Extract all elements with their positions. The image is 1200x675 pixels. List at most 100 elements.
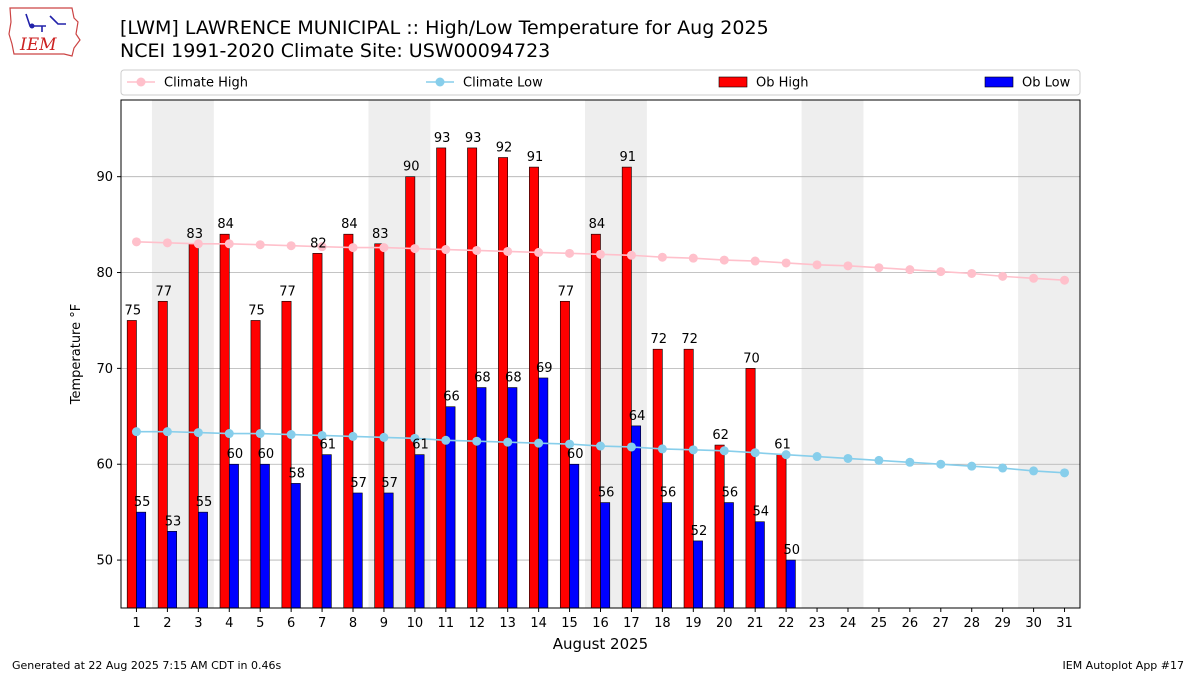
- ob-high-label-day-6: 77: [279, 284, 296, 299]
- ob-high-bar-day-18: [652, 348, 663, 609]
- ob-high-label-day-15: 77: [558, 284, 575, 299]
- x-tick-label-19: 19: [685, 616, 702, 631]
- ob-high-label-day-8: 84: [341, 217, 358, 232]
- climate-high-point-day-30: [1029, 273, 1039, 283]
- ob-high-bar-day-11: [436, 147, 447, 609]
- climate-low-point-day-19: [688, 445, 698, 455]
- ob-high-label-day-5: 75: [248, 303, 265, 318]
- ob-high-bar-day-5: [250, 320, 261, 609]
- ob-high-label-day-3: 83: [186, 227, 203, 242]
- x-tick-label-15: 15: [561, 616, 578, 631]
- climate-low-point-day-29: [998, 463, 1008, 473]
- climate-high-point-day-8: [348, 243, 358, 253]
- x-tick-label-6: 6: [287, 616, 295, 631]
- climate-high-point-day-28: [967, 268, 977, 278]
- legend-ob-high-swatch: [718, 76, 748, 88]
- ob-low-bar-day-14: [538, 377, 549, 609]
- ob-low-bar-day-16: [600, 502, 611, 609]
- legend-ob-low-label: Ob Low: [1022, 76, 1071, 91]
- ob-high-label-day-7: 82: [310, 236, 327, 251]
- ob-high-bar-day-21: [745, 368, 756, 609]
- ob-high-bar-day-10: [405, 176, 416, 609]
- legend-climate-high-label: Climate High: [164, 76, 248, 91]
- ob-low-label-day-22: 50: [783, 543, 800, 558]
- climate-high-point-day-13: [503, 246, 513, 256]
- x-tick-label-16: 16: [592, 616, 609, 631]
- ob-high-bar-day-19: [683, 348, 694, 609]
- climate-high-point-day-19: [688, 253, 698, 263]
- climate-high-point-day-7: [317, 242, 327, 252]
- legend-box: [120, 69, 1081, 96]
- climate-low-point-day-21: [750, 448, 760, 458]
- x-tick-label-28: 28: [963, 616, 980, 631]
- climate-low-point-day-7: [317, 430, 327, 440]
- climate-low-point-day-2: [162, 427, 172, 437]
- ob-low-bar-day-20: [723, 502, 734, 609]
- climate-high-point-day-2: [162, 238, 172, 248]
- climate-low-point-day-5: [255, 429, 265, 439]
- ob-low-bar-day-1: [136, 511, 147, 609]
- ob-high-label-day-10: 90: [403, 160, 420, 175]
- climate-low-point-day-30: [1029, 466, 1039, 476]
- ob-high-label-day-14: 91: [527, 150, 544, 165]
- ob-low-bar-day-10: [414, 454, 425, 609]
- climate-low-point-day-17: [626, 442, 636, 452]
- x-tick-label-23: 23: [809, 616, 826, 631]
- climate-high-point-day-17: [626, 250, 636, 260]
- ob-high-bar-day-20: [714, 444, 725, 609]
- climate-high-point-day-29: [998, 271, 1008, 281]
- climate-low-point-day-28: [967, 461, 977, 471]
- chart-subtitle: NCEI 1991-2020 Climate Site: USW00094723: [120, 40, 551, 62]
- x-tick-label-4: 4: [225, 616, 233, 631]
- x-tick-label-13: 13: [499, 616, 516, 631]
- climate-low-point-day-20: [719, 446, 729, 456]
- x-tick-label-29: 29: [994, 616, 1011, 631]
- ob-low-label-day-7: 61: [319, 438, 336, 453]
- ob-low-label-day-12: 68: [474, 371, 491, 386]
- climate-high-point-day-25: [874, 263, 884, 273]
- generated-timestamp: Generated at 22 Aug 2025 7:15 AM CDT in …: [12, 659, 282, 672]
- ob-low-label-day-14: 69: [536, 361, 553, 376]
- x-tick-label-27: 27: [933, 616, 950, 631]
- ob-low-bar-day-22: [785, 559, 796, 609]
- legend-ob-low-swatch: [984, 76, 1014, 88]
- ob-high-label-day-4: 84: [217, 217, 234, 232]
- climate-low-point-day-18: [657, 444, 667, 454]
- x-tick-label-14: 14: [530, 616, 547, 631]
- x-tick-label-30: 30: [1025, 616, 1042, 631]
- climate-low-point-day-14: [534, 438, 544, 448]
- y-tick-label-70: 70: [96, 362, 113, 377]
- ob-low-bar-day-15: [569, 463, 580, 609]
- climate-lines: [131, 237, 1070, 478]
- x-axis-label: August 2025: [553, 635, 648, 653]
- x-tick-label-1: 1: [132, 616, 140, 631]
- bars: [126, 147, 796, 609]
- ob-low-label-day-11: 66: [443, 390, 460, 405]
- ob-high-bar-day-1: [126, 320, 137, 609]
- climate-low-point-day-9: [379, 432, 389, 442]
- ob-high-label-day-16: 84: [589, 217, 606, 232]
- ob-low-bar-day-2: [167, 531, 177, 609]
- iem-logo: IEM: [8, 7, 81, 57]
- ob-low-bar-day-6: [290, 483, 301, 609]
- ob-low-bar-day-18: [662, 502, 672, 609]
- ob-low-label-day-8: 57: [350, 476, 367, 491]
- ob-high-label-day-13: 92: [496, 141, 513, 156]
- ob-high-label-day-12: 93: [465, 131, 482, 146]
- x-tick-label-31: 31: [1056, 616, 1073, 631]
- ob-low-bar-day-17: [631, 425, 642, 609]
- data-labels: 75 77 83 84 75 77 82 84 83 90 93 93 92 91 77 84 91 72 72 62…: [125, 131, 800, 558]
- x-tick-label-12: 12: [468, 616, 485, 631]
- app-credit: IEM Autoplot App #17: [1062, 659, 1185, 672]
- weekend-shade-4: [1018, 100, 1080, 608]
- ob-low-label-day-21: 54: [753, 505, 770, 520]
- climate-high-point-day-10: [410, 244, 420, 254]
- ob-high-label-day-17: 91: [620, 150, 637, 165]
- ob-high-bar-day-6: [281, 300, 292, 609]
- x-tick-label-10: 10: [407, 616, 424, 631]
- legend-climate-high-marker: [136, 77, 146, 87]
- x-tick-label-17: 17: [623, 616, 640, 631]
- ob-high-label-day-2: 77: [155, 284, 172, 299]
- logo-text: IEM: [19, 35, 57, 55]
